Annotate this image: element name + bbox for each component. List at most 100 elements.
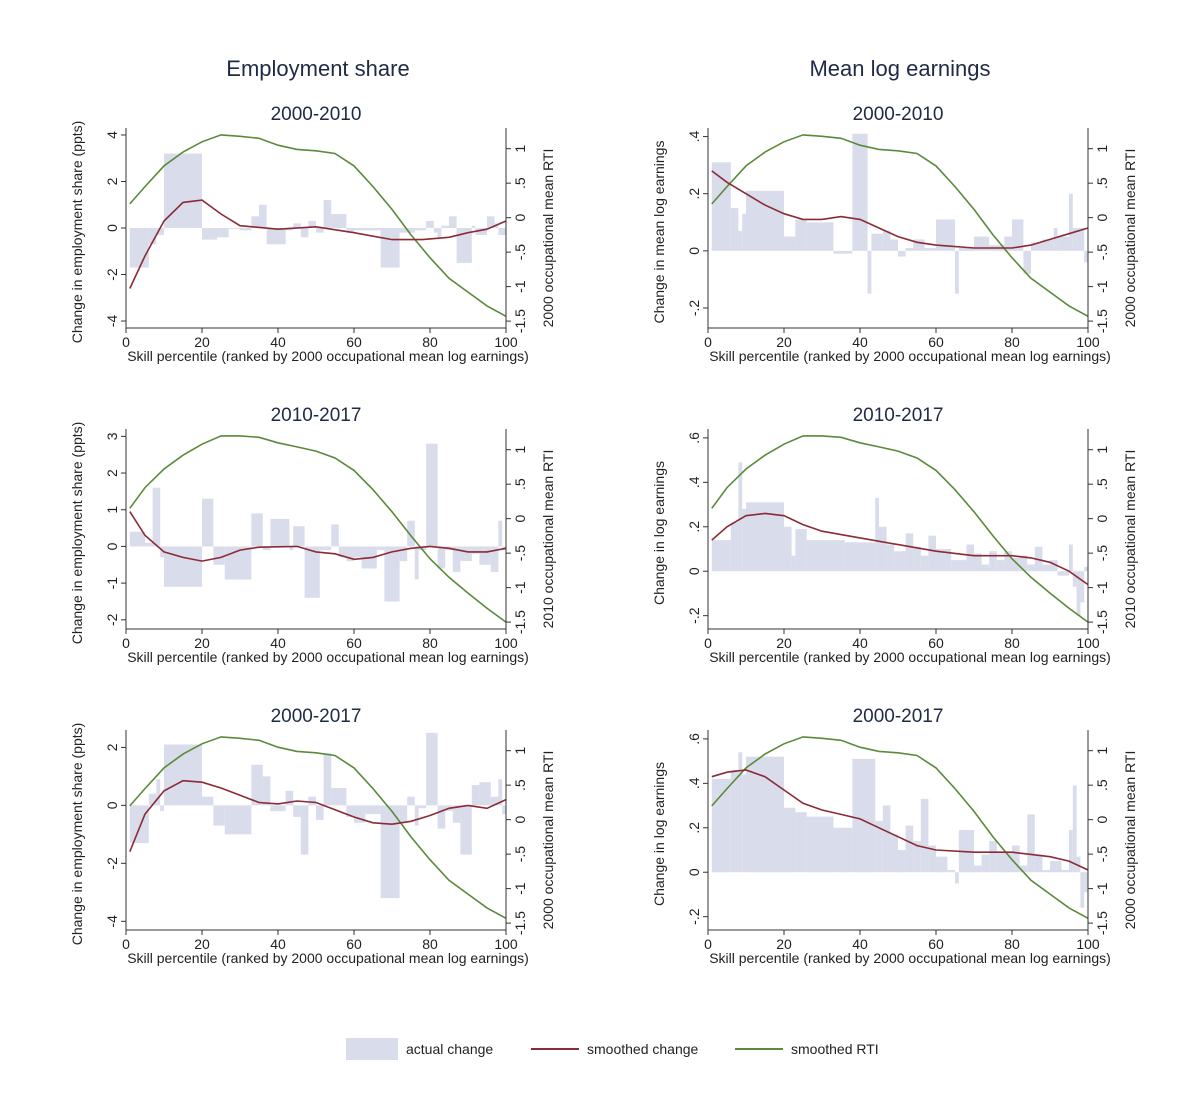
y2-tick-label: -1.5 <box>512 610 528 634</box>
y2-tick-label: -1 <box>512 882 528 895</box>
bar <box>160 805 164 812</box>
x-tick-label: 20 <box>194 334 210 350</box>
bar <box>1072 785 1077 873</box>
y-axis-title: Change in employment share (ppts) <box>69 422 85 645</box>
y-tick-label: -1 <box>104 577 120 590</box>
y2-tick-label: 1 <box>1094 747 1110 755</box>
x-tick-label: 80 <box>422 635 438 651</box>
smoothed-change-line <box>711 170 1089 249</box>
y-tick-label: -2 <box>104 268 120 281</box>
x-tick-label: 20 <box>776 635 792 651</box>
y2-tick-label: -1.5 <box>1094 309 1110 333</box>
bar <box>1012 845 1020 873</box>
y2-tick-label: .5 <box>512 177 528 189</box>
bar <box>742 774 746 873</box>
y-tick-label: 2 <box>104 469 120 477</box>
panel-employment-2010-2017: 2010-2017 0 20 40 60 80 100 -2 -1 0 1 2 3 -1.5 -1 -.5 0.… <box>69 405 556 665</box>
y-tick-label: 0 <box>104 224 120 232</box>
y2-tick-label: -1.5 <box>1094 610 1110 634</box>
bar <box>784 807 796 873</box>
smoothed-rti-line <box>711 134 1089 318</box>
bar <box>806 222 834 251</box>
bar <box>738 462 743 572</box>
bar <box>418 546 427 551</box>
legend-label-smoothed-change: smoothed change <box>587 1041 699 1057</box>
panel-earnings-2000-2010: 2000-2010 0 20 40 60 80 100 -.2 0 .2 .4 -1.5 -1 -.5 0.… <box>651 104 1138 364</box>
bar <box>289 546 294 551</box>
bar <box>266 228 286 245</box>
x-tick-label: 20 <box>776 936 792 952</box>
bar <box>270 518 290 547</box>
x-tick-label: 80 <box>1004 334 1020 350</box>
bar <box>738 752 743 873</box>
bar <box>1023 250 1031 274</box>
y2-axis-title: 2000 occupational mean RTI <box>540 751 556 930</box>
x-tick-label: 60 <box>346 334 362 350</box>
bar <box>738 230 743 251</box>
x-axis-title: Skill percentile (ranked by 2000 occupat… <box>127 348 529 364</box>
legend-item-actual-change: actual change <box>346 1036 493 1062</box>
bar <box>331 214 347 228</box>
legend-label-actual-change: actual change <box>406 1041 494 1057</box>
bar <box>304 546 320 598</box>
bar <box>833 250 853 254</box>
bar <box>331 524 339 547</box>
smoothed-change-line <box>711 769 1089 871</box>
panel-employment-2000-2010: 2000-2010 0 20 40 60 80 100 -4 -2 0 2 4 -1.5 -1 -.5 0 .5… <box>69 104 556 364</box>
x-axis-title: Skill percentile (ranked by 2000 occupat… <box>127 649 529 665</box>
bar <box>164 546 202 587</box>
bar <box>202 228 218 240</box>
bar <box>1084 566 1088 572</box>
x-tick-label: 0 <box>122 936 130 952</box>
x-tick-label: 100 <box>494 635 518 651</box>
x-tick-label: 0 <box>704 635 712 651</box>
bar <box>890 834 898 873</box>
bar <box>742 213 746 251</box>
y2-tick-label: 1 <box>1094 145 1110 153</box>
y-tick-label: -.2 <box>686 607 702 624</box>
bar <box>426 443 438 547</box>
y2-axis-title: 2000 occupational mean RTI <box>1122 751 1138 930</box>
bar <box>316 228 324 233</box>
bar <box>293 805 301 817</box>
x-tick-label: 60 <box>928 635 944 651</box>
bar <box>251 513 263 547</box>
bar <box>426 732 438 806</box>
bar <box>224 805 252 835</box>
y-tick-label: -2 <box>104 857 120 870</box>
bar <box>164 153 202 228</box>
x-tick-label: 0 <box>122 635 130 651</box>
bar <box>490 546 499 573</box>
bar <box>129 531 145 547</box>
y2-tick-label: 0 <box>1094 816 1110 824</box>
bar <box>399 546 408 562</box>
bar <box>886 544 895 572</box>
bar <box>905 533 914 572</box>
x-tick-label: 0 <box>704 334 712 350</box>
bar <box>791 555 796 572</box>
bar <box>958 248 974 251</box>
bar <box>316 805 324 820</box>
bar <box>871 233 883 251</box>
bar <box>1076 571 1081 616</box>
bar <box>928 845 936 873</box>
bar <box>300 805 309 855</box>
x-tick-label: 40 <box>852 635 868 651</box>
bar <box>746 756 784 873</box>
bar <box>346 546 354 562</box>
bar <box>966 544 974 572</box>
bar <box>1050 560 1058 572</box>
smoothed-rti-line <box>129 134 507 318</box>
bar <box>1080 571 1085 603</box>
bar <box>981 564 990 572</box>
bar <box>471 225 476 228</box>
x-tick-label: 40 <box>270 635 286 651</box>
y2-tick-label: 0 <box>1094 214 1110 222</box>
bar <box>228 228 240 229</box>
y2-tick-label: -1.5 <box>512 911 528 935</box>
bar <box>156 228 164 235</box>
bar <box>913 239 925 251</box>
y2-axis-title: 2000 occupational mean RTI <box>1122 149 1138 328</box>
panel-employment-2000-2017: 2000-2017 0 20 40 60 80 100 -4 -2 0 2 -1.5 -1 -.5 0 .5 1… <box>69 706 556 966</box>
x-tick-label: 20 <box>776 334 792 350</box>
